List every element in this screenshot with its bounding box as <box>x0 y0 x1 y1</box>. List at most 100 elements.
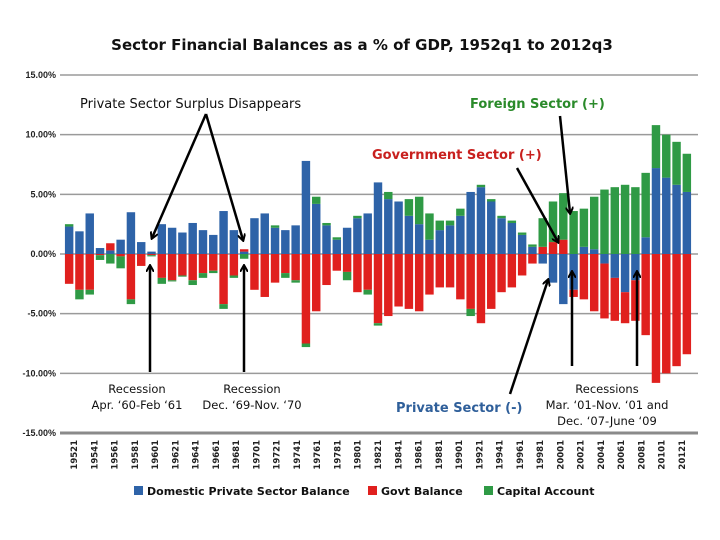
bar-govt-balance-1983 <box>384 254 393 317</box>
bar-govt-balance-2007 <box>631 280 640 321</box>
bar-domestic-private-sector-balance-1969 <box>239 251 249 254</box>
bar-domestic-private-sector-balance-1958 <box>126 212 136 254</box>
bar-domestic-private-sector-balance-1952 <box>64 226 74 254</box>
x-tick-label: 19881 <box>435 440 445 470</box>
bar-govt-balance-1957 <box>116 254 125 257</box>
bar-capital-account-1956 <box>106 254 115 264</box>
bar-capital-account-1969 <box>239 254 249 259</box>
bar-domestic-private-sector-balance-1997 <box>528 246 537 254</box>
bar-govt-balance-1967 <box>219 254 228 305</box>
bar-govt-balance-1997 <box>528 254 537 264</box>
bar-govt-balance-2003 <box>589 254 599 312</box>
bar-capital-account-1995 <box>507 220 517 223</box>
x-tick-label: 19521 <box>70 440 80 470</box>
bar-domestic-private-sector-balance-1991 <box>466 191 475 254</box>
bar-domestic-private-sector-balance-2011 <box>672 184 681 254</box>
bar-domestic-private-sector-balance-2012 <box>682 191 692 254</box>
bar-domestic-private-sector-balance-1995 <box>507 222 517 254</box>
bar-govt-balance-1955 <box>95 254 105 256</box>
bar-capital-account-2009 <box>651 125 661 169</box>
bar-govt-balance-1973 <box>281 254 290 274</box>
bar-capital-account-1973 <box>281 273 290 278</box>
bar-govt-balance-1961 <box>157 254 167 278</box>
bar-capital-account-1975 <box>301 343 311 348</box>
x-tick-label: 20061 <box>617 440 627 470</box>
bar-domestic-private-sector-balance-1963 <box>178 232 187 254</box>
legend-swatch-capital <box>484 486 493 495</box>
bar-domestic-private-sector-balance-1978 <box>332 239 342 254</box>
bar-capital-account-1983 <box>384 191 393 200</box>
bar-capital-account-1965 <box>198 273 208 278</box>
x-tick-label: 19581 <box>131 440 141 470</box>
bar-capital-account-2011 <box>672 141 681 185</box>
bar-domestic-private-sector-balance-1960 <box>147 251 156 254</box>
bar-domestic-private-sector-balance-2001 <box>569 254 578 290</box>
bar-capital-account-1961 <box>157 277 167 284</box>
annotation-private-sector: Private Sector (-) <box>396 401 522 416</box>
y-tick-label: 0.00% <box>30 249 56 259</box>
bar-domestic-private-sector-balance-1987 <box>425 239 434 254</box>
legend-swatch-private <box>134 486 143 495</box>
bar-govt-balance-1952 <box>64 254 74 284</box>
bar-domestic-private-sector-balance-1965 <box>198 230 208 254</box>
bar-domestic-private-sector-balance-1972 <box>270 227 280 254</box>
bar-govt-balance-1978 <box>332 254 342 271</box>
bar-capital-account-1966 <box>209 270 218 274</box>
y-axis-ticks: 15.00% 10.00% 5.00% 0.00% -5.00% -10.00% -15.0… <box>22 70 56 438</box>
bar-govt-balance-2004 <box>600 263 609 319</box>
annotation-surplus-disappears: Private Sector Surplus Disappears <box>80 97 301 112</box>
bar-govt-balance-2006 <box>620 292 630 324</box>
bar-govt-balance-1995 <box>507 254 517 288</box>
bar-domestic-private-sector-balance-1953 <box>75 231 84 254</box>
annotation-recession-1-dates: Apr. ‘60-Feb ‘61 <box>92 398 183 412</box>
bar-domestic-private-sector-balance-1961 <box>157 224 167 254</box>
bar-govt-balance-2008 <box>641 254 650 336</box>
bar-govt-balance-1976 <box>312 254 321 312</box>
bar-domestic-private-sector-balance-1967 <box>219 211 228 254</box>
x-tick-label: 19761 <box>313 440 323 470</box>
bar-capital-account-1992 <box>476 184 486 188</box>
y-tick-label: 5.00% <box>30 189 56 199</box>
bar-capital-account-1990 <box>456 208 465 216</box>
bar-domestic-private-sector-balance-1999 <box>548 254 558 283</box>
bar-govt-balance-1964 <box>188 254 197 281</box>
bar-govt-balance-1970 <box>250 254 259 290</box>
bar-capital-account-2005 <box>610 187 620 254</box>
bar-domestic-private-sector-balance-1983 <box>384 199 393 254</box>
bar-capital-account-1960 <box>147 255 156 257</box>
bar-govt-balance-1980 <box>353 254 362 293</box>
bar-govt-balance-1975 <box>301 254 311 344</box>
bar-domestic-private-sector-balance-1966 <box>209 234 218 254</box>
x-tick-label: 19921 <box>475 440 485 470</box>
bar-capital-account-1952 <box>64 224 74 227</box>
bar-capital-account-1988 <box>435 220 444 231</box>
bar-govt-balance-1981 <box>363 254 372 290</box>
bar-govt-balance-1999 <box>548 242 558 254</box>
bar-capital-account-1981 <box>363 289 372 295</box>
bar-capital-account-2007 <box>631 187 640 254</box>
x-tick-label: 19641 <box>192 440 202 470</box>
bar-domestic-private-sector-balance-1994 <box>497 218 506 254</box>
legend-label-capital: Capital Account <box>497 485 594 498</box>
bar-capital-account-1998 <box>538 218 547 247</box>
annotation-recession-1-title: Recession <box>108 382 165 396</box>
bar-govt-balance-1984 <box>394 254 403 307</box>
x-tick-label: 20021 <box>577 440 587 470</box>
bar-capital-account-2008 <box>641 172 650 238</box>
x-tick-label: 19601 <box>151 440 161 470</box>
bar-govt-balance-1977 <box>322 254 331 286</box>
x-tick-label: 19701 <box>253 440 263 470</box>
annotation-recession-3-line2: Dec. ‘07-June ‘09 <box>557 414 657 428</box>
x-tick-label: 19821 <box>374 440 384 470</box>
x-tick-label: 19781 <box>334 440 344 470</box>
bars <box>64 125 692 383</box>
x-tick-label: 19621 <box>171 440 181 470</box>
bar-govt-balance-1959 <box>136 254 146 266</box>
bar-domestic-private-sector-balance-1982 <box>373 182 383 254</box>
arrow-government-sector <box>515 167 558 242</box>
x-tick-label: 19681 <box>232 440 242 470</box>
bar-capital-account-2006 <box>620 184 630 254</box>
bar-capital-account-2003 <box>589 196 599 250</box>
bar-govt-balance-1963 <box>178 254 187 276</box>
